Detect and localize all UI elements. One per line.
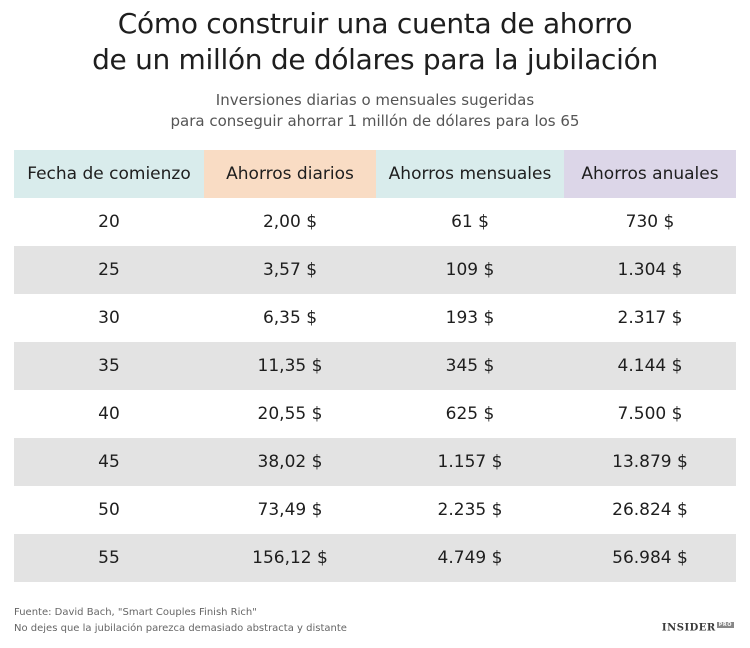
daily-savings-cell: 11,35 $ <box>257 356 323 376</box>
header-monthly-savings: Ahorros mensuales <box>376 150 564 198</box>
annual-savings-cell: 2.317 $ <box>617 308 683 328</box>
start-age-cell: 20 <box>98 212 120 232</box>
daily-savings-cell: 3,57 $ <box>262 260 318 280</box>
start-age-cell: 45 <box>98 452 120 472</box>
chart-title: Cómo construir una cuenta de ahorro de u… <box>0 6 750 78</box>
monthly-savings-cell: 61 $ <box>451 212 489 232</box>
table-row: 30 6,35 $ 193 $ 2.317 $ <box>14 294 736 342</box>
monthly-savings-cell: 193 $ <box>445 308 495 328</box>
annual-savings-cell: 56.984 $ <box>612 548 688 568</box>
subtitle-line-2: para conseguir ahorrar 1 millón de dólar… <box>170 112 580 130</box>
monthly-savings-cell: 4.749 $ <box>437 548 503 568</box>
daily-savings-cell: 38,02 $ <box>257 452 323 472</box>
chart-subtitle: Inversiones diarias o mensuales sugerida… <box>0 90 750 132</box>
annual-savings-cell: 730 $ <box>625 212 675 232</box>
start-age-cell: 25 <box>98 260 120 280</box>
annual-savings-cell: 13.879 $ <box>612 452 688 472</box>
footnote: No dejes que la jubilación parezca demas… <box>14 623 347 634</box>
start-age-cell: 50 <box>98 500 120 520</box>
monthly-savings-cell: 625 $ <box>445 404 495 424</box>
table-header: Fecha de comienzo Ahorros diarios Ahorro… <box>14 150 736 198</box>
table-row: 35 11,35 $ 345 $ 4.144 $ <box>14 342 736 390</box>
annual-savings-cell: 1.304 $ <box>617 260 683 280</box>
table-row: 25 3,57 $ 109 $ 1.304 $ <box>14 246 736 294</box>
table-row: 55 156,12 $ 4.749 $ 56.984 $ <box>14 534 736 582</box>
brand-logo: INSIDER PRO <box>662 622 734 633</box>
brand-name: INSIDER <box>661 622 716 634</box>
header-annual-savings: Ahorros anuales <box>564 150 736 198</box>
start-age-cell: 35 <box>98 356 120 376</box>
table-row: 45 38,02 $ 1.157 $ 13.879 $ <box>14 438 736 486</box>
monthly-savings-cell: 1.157 $ <box>437 452 503 472</box>
table-body: 20 2,00 $ 61 $ 730 $ 25 3,57 $ 109 $ 1.304 $ 30 6… <box>14 198 736 582</box>
daily-savings-cell: 73,49 $ <box>257 500 323 520</box>
daily-savings-cell: 156,12 $ <box>252 548 328 568</box>
footer: Fuente: David Bach, "Smart Couples Finis… <box>14 605 347 637</box>
table-row: 40 20,55 $ 625 $ 7.500 $ <box>14 390 736 438</box>
title-line-2: de un millón de dólares para la jubilaci… <box>92 43 658 76</box>
daily-savings-cell: 6,35 $ <box>262 308 318 328</box>
annual-savings-cell: 26.824 $ <box>612 500 688 520</box>
header-start-age: Fecha de comienzo <box>14 150 204 198</box>
start-age-cell: 55 <box>98 548 120 568</box>
subtitle-line-1: Inversiones diarias o mensuales sugerida… <box>215 91 535 109</box>
start-age-cell: 30 <box>98 308 120 328</box>
table-row: 50 73,49 $ 2.235 $ 26.824 $ <box>14 486 736 534</box>
savings-table: Fecha de comienzo Ahorros diarios Ahorro… <box>14 150 736 582</box>
table-row: 20 2,00 $ 61 $ 730 $ <box>14 198 736 246</box>
annual-savings-cell: 4.144 $ <box>617 356 683 376</box>
start-age-cell: 40 <box>98 404 120 424</box>
daily-savings-cell: 2,00 $ <box>262 212 318 232</box>
monthly-savings-cell: 109 $ <box>445 260 495 280</box>
daily-savings-cell: 20,55 $ <box>257 404 323 424</box>
monthly-savings-cell: 345 $ <box>445 356 495 376</box>
source-note: Fuente: David Bach, "Smart Couples Finis… <box>14 607 257 618</box>
header-daily-savings: Ahorros diarios <box>204 150 376 198</box>
brand-tag: PRO <box>716 622 734 628</box>
monthly-savings-cell: 2.235 $ <box>437 500 503 520</box>
annual-savings-cell: 7.500 $ <box>617 404 683 424</box>
title-line-1: Cómo construir una cuenta de ahorro <box>117 7 633 40</box>
